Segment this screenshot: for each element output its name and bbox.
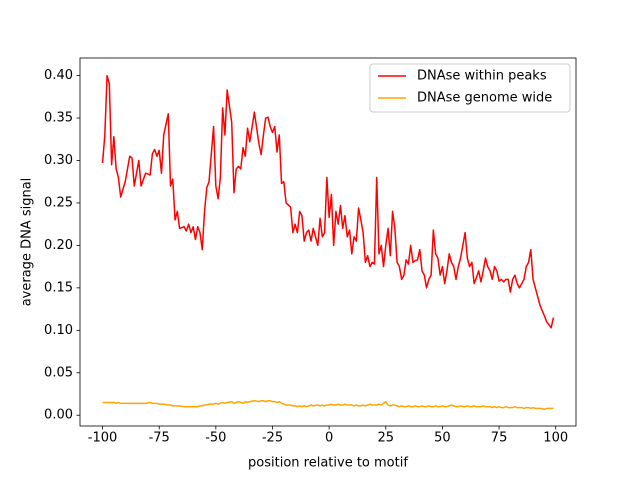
y-tick-label: 0.30 (44, 153, 73, 168)
y-tick-label: 0.40 (44, 68, 73, 83)
x-tick-label: 100 (543, 431, 568, 446)
y-tick-label: 0.20 (44, 238, 73, 253)
y-axis-label: average DNA signal (20, 178, 35, 307)
y-tick-label: 0.10 (44, 323, 73, 338)
x-tick-label: 0 (325, 431, 333, 446)
legend-label: DNAse within peaks (417, 69, 547, 84)
y-tick-label: 0.35 (44, 111, 73, 126)
y-tick-label: 0.05 (44, 365, 73, 380)
line-series (101, 74, 555, 329)
y-tick-label: 0.15 (44, 280, 73, 295)
y-tick-label: 0.25 (44, 195, 73, 210)
x-tick-label: 50 (434, 431, 451, 446)
x-tick-label: -25 (262, 431, 283, 446)
x-tick-label: 75 (491, 431, 508, 446)
legend-box (369, 63, 571, 113)
x-tick-label: -100 (88, 431, 118, 446)
x-tick-label: -75 (149, 431, 170, 446)
line-series (102, 400, 554, 411)
axes-frame (79, 57, 577, 427)
legend-label: DNAse genome wide (417, 91, 552, 106)
x-tick-label: -50 (205, 431, 226, 446)
x-tick-label: 25 (378, 431, 395, 446)
x-axis-label: position relative to motif (248, 456, 408, 471)
y-tick-label: 0.00 (44, 408, 73, 423)
